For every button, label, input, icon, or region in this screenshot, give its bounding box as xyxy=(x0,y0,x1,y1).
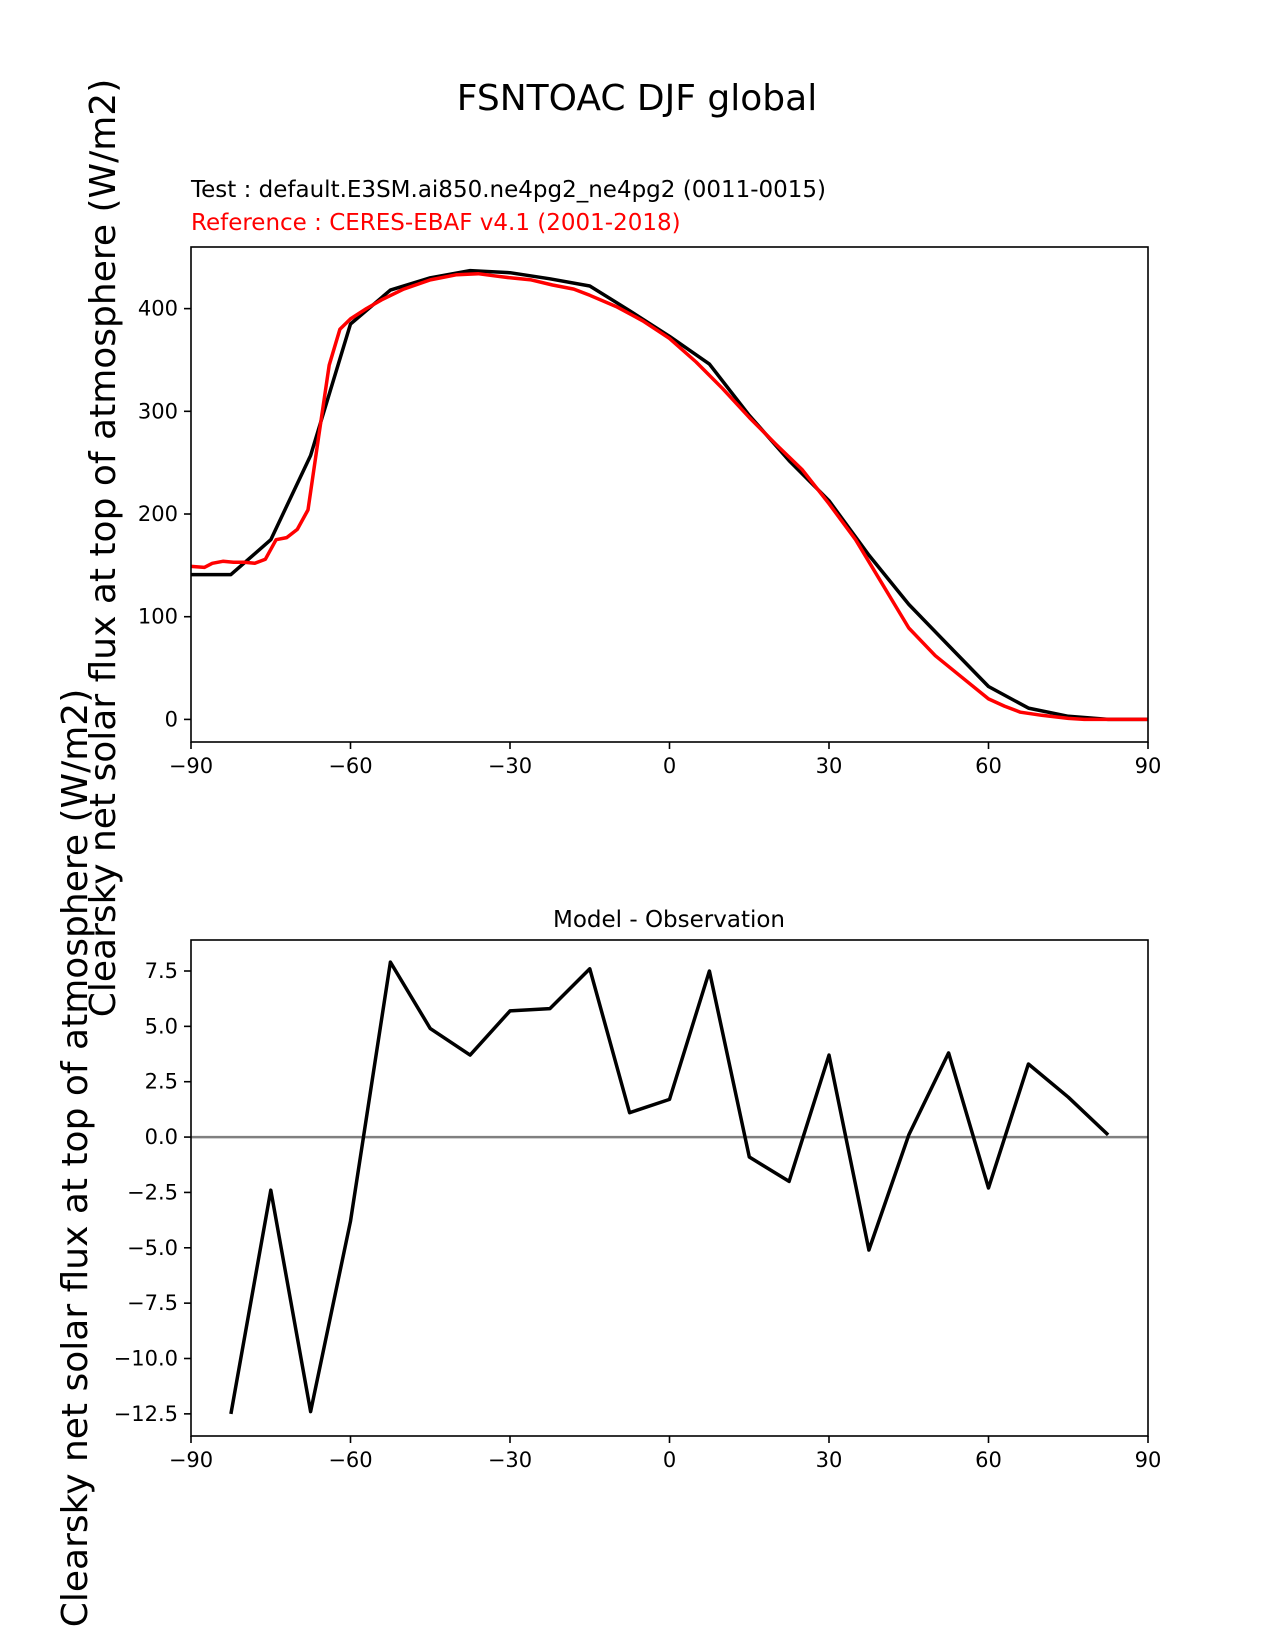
top-ytick-label: 300 xyxy=(138,399,178,423)
top-xtick-label: −60 xyxy=(328,754,372,778)
top-xtick-label: 0 xyxy=(663,754,676,778)
bottom-xtick-label: −30 xyxy=(488,1448,532,1472)
bottom-xtick-label: 30 xyxy=(816,1448,843,1472)
top-xtick-label: 90 xyxy=(1135,754,1162,778)
bottom-xtick-label: 90 xyxy=(1135,1448,1162,1472)
bottom-ytick-label: −5.0 xyxy=(127,1236,178,1260)
top-ytick-label: 400 xyxy=(138,297,178,321)
bottom-title: Model - Observation xyxy=(553,907,785,933)
bottom-ylabel: Clearsky net solar flux at top of atmosp… xyxy=(55,689,96,1628)
top-ytick-label: 0 xyxy=(165,707,178,731)
bottom-ytick-label: −12.5 xyxy=(114,1402,178,1426)
top-ylabel: Clearsky net solar flux at top of atmosp… xyxy=(83,79,124,1018)
bottom-xtick-label: 60 xyxy=(975,1448,1002,1472)
top-xtick-label: −90 xyxy=(169,754,213,778)
bottom-ytick-label: −7.5 xyxy=(127,1291,178,1315)
bottom-plot: −90 −60 −30 0 30 60 90 7.5 5.0 2.5 0.0 −2.5 −5.0 −7.5… xyxy=(114,939,1162,1472)
top-plot: −90 −60 −30 0 30 60 90 0 100 200 300 400 xyxy=(138,246,1162,778)
bottom-ytick-label: 2.5 xyxy=(145,1070,178,1094)
bottom-ytick-label: 7.5 xyxy=(145,959,178,983)
figure-suptitle: FSNTOAC DJF global xyxy=(457,78,817,119)
top-xtick-label: 60 xyxy=(975,754,1002,778)
bottom-ytick-label: −2.5 xyxy=(127,1180,178,1204)
top-ytick-label: 200 xyxy=(138,502,178,526)
top-ytick-label: 100 xyxy=(138,605,178,629)
top-title-reference: Reference : CERES-EBAF v4.1 (2001-2018) xyxy=(191,210,681,236)
top-series-reference xyxy=(190,271,1148,722)
top-xtick-label: 30 xyxy=(816,754,843,778)
bottom-ytick-label: 0.0 xyxy=(145,1125,178,1149)
bottom-series-model-observation xyxy=(229,960,1110,1415)
bottom-xtick-label: −90 xyxy=(169,1448,213,1472)
bottom-xtick-label: −60 xyxy=(328,1448,372,1472)
bottom-ytick-label: 5.0 xyxy=(145,1014,178,1038)
bottom-ytick-label: −10.0 xyxy=(114,1347,178,1371)
top-title-test: Test : default.E3SM.ai850.ne4pg2_ne4pg2 … xyxy=(190,177,826,203)
top-xtick-label: −30 xyxy=(488,754,532,778)
bottom-xtick-label: 0 xyxy=(663,1448,676,1472)
top-series-test xyxy=(191,268,1148,722)
